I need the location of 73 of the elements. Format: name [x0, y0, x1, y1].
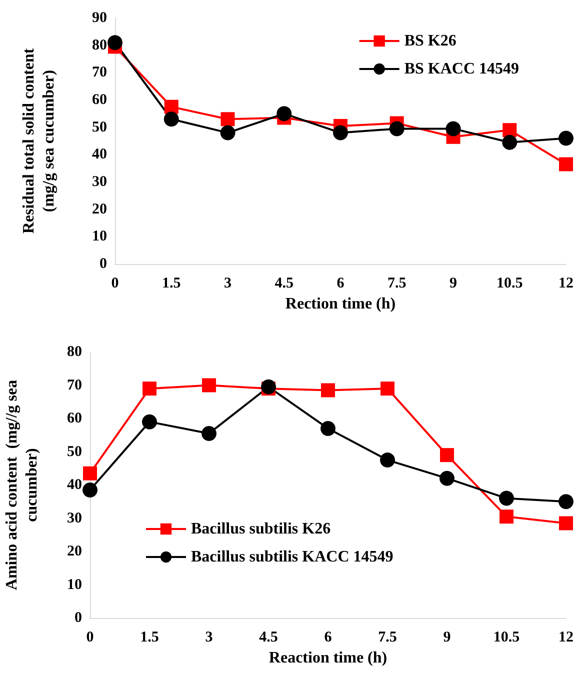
x-tick-label: 6	[336, 276, 345, 292]
y-tick-label: 70	[92, 64, 107, 81]
x-tick-label: 12	[558, 276, 574, 292]
point	[276, 106, 292, 122]
point	[558, 130, 574, 146]
point	[142, 382, 156, 396]
y-tick-label: 10	[92, 228, 107, 245]
y-tick-label: 60	[67, 410, 82, 426]
point	[380, 452, 395, 468]
y-tick-label: 0	[100, 256, 107, 272]
point	[380, 382, 394, 396]
point	[502, 134, 518, 150]
y-axis-title: Amino acid content (mg//g sea cucumber)	[4, 380, 40, 590]
point	[220, 125, 236, 140]
y-tick-label: 20	[92, 201, 107, 218]
y-tick-label: 30	[92, 174, 107, 190]
x-tick-label: 4.5	[274, 276, 294, 292]
y-tick-label: 20	[67, 544, 82, 560]
point	[500, 510, 514, 524]
legend-label: BS K26	[404, 32, 456, 50]
point	[164, 112, 179, 127]
point	[559, 516, 573, 530]
x-tick-label: 3	[205, 630, 213, 646]
x-axis-title: Rection time (h)	[285, 295, 396, 312]
point	[82, 482, 98, 498]
x-tick-label: 9	[443, 630, 451, 646]
legend-label: Bacillus subtilis K26	[191, 520, 331, 538]
legend-label: Bacillus subtilis KACC 14549	[191, 548, 394, 566]
point	[440, 470, 454, 486]
x-tick-label: 7.5	[388, 276, 406, 292]
x-tick-label: 4.5	[259, 630, 278, 646]
x-tick-label: 12	[558, 630, 574, 646]
point	[446, 121, 461, 136]
x-tick-label: 3	[224, 276, 232, 292]
y-tick-label: 70	[67, 377, 82, 394]
legend-label: BS KACC 14549	[404, 60, 520, 78]
y-tick-label: 50	[67, 444, 82, 460]
point	[502, 123, 517, 138]
y-tick-label: 40	[92, 146, 107, 163]
y-tick-label: 40	[67, 477, 82, 493]
point	[202, 426, 216, 441]
x-axis-title: Reaction time (h)	[268, 649, 388, 666]
y-tick-label: 30	[67, 510, 82, 526]
point	[499, 490, 514, 506]
x-tick-label: 0	[111, 276, 119, 292]
y-tick-label: 50	[92, 119, 107, 136]
point	[108, 35, 122, 50]
y-axis-title: Residual total solid content (mg/g sea cucumber)	[20, 48, 58, 234]
x-tick-label: 7.5	[378, 630, 397, 646]
point	[320, 420, 336, 436]
x-tick-label: 1.5	[162, 276, 181, 292]
point	[220, 112, 235, 126]
x-tick-label: 9	[450, 276, 457, 292]
point	[558, 494, 574, 510]
point	[559, 157, 573, 172]
x-tick-label: 1.5	[140, 630, 159, 646]
y-tick-label: 80	[92, 37, 107, 54]
point	[389, 121, 404, 136]
point	[333, 125, 348, 140]
x-tick-label: 6	[324, 630, 332, 646]
y-tick-label: 10	[67, 576, 82, 593]
y-tick-label: 80	[67, 344, 82, 360]
point	[321, 383, 335, 398]
x-tick-label: 10.5	[493, 630, 520, 646]
y-tick-label: 0	[74, 610, 82, 626]
point	[202, 378, 216, 392]
point	[440, 448, 454, 462]
y-tick-label: 60	[92, 92, 107, 108]
point	[83, 466, 97, 480]
point	[164, 100, 178, 114]
y-tick-label: 90	[92, 10, 107, 26]
point	[142, 414, 157, 430]
x-tick-label: 10.5	[496, 276, 523, 292]
